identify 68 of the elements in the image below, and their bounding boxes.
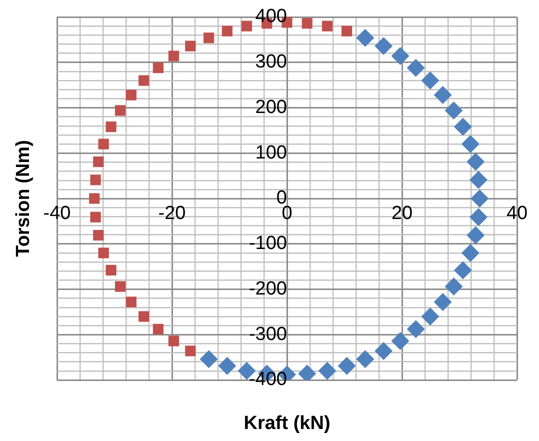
point: [461, 135, 480, 154]
point: [185, 40, 196, 52]
point: [114, 281, 126, 292]
point: [444, 101, 463, 120]
point: [185, 346, 196, 356]
point: [434, 86, 452, 104]
x-tick-label: -20: [158, 203, 186, 224]
point: [93, 230, 104, 241]
point: [93, 156, 104, 168]
y-tick-label: -400: [248, 369, 287, 390]
point: [406, 320, 425, 338]
point: [152, 324, 164, 334]
point: [434, 292, 452, 311]
y-axis-title: Torsion (Nm): [13, 140, 34, 257]
point: [470, 190, 489, 208]
point: [454, 118, 472, 136]
point: [126, 296, 136, 308]
point: [98, 248, 109, 258]
point: [444, 278, 463, 296]
point: [138, 311, 150, 322]
point: [302, 18, 312, 29]
point: [138, 75, 150, 86]
x-axis-title: Kraft (kN): [244, 413, 330, 434]
point: [421, 307, 440, 326]
point: [168, 50, 180, 62]
point: [114, 105, 126, 116]
point: [421, 72, 440, 90]
point: [222, 26, 233, 36]
x-tick-label: 20: [391, 203, 413, 224]
point: [374, 342, 393, 360]
point: [466, 152, 485, 171]
y-tick-label: -100: [248, 233, 287, 254]
point: [466, 226, 485, 244]
point: [241, 20, 252, 32]
point: [168, 336, 180, 346]
point: [374, 37, 393, 56]
y-tick-label: 400: [255, 6, 287, 28]
y-tick-label: -300: [248, 324, 287, 345]
point: [356, 350, 374, 368]
point: [469, 170, 488, 189]
y-tick-label: -200: [248, 278, 287, 300]
point: [356, 28, 374, 47]
point: [200, 350, 218, 368]
y-tick-label: 100: [255, 142, 287, 164]
y-tick-label: 300: [255, 52, 287, 73]
point: [469, 208, 488, 226]
y-tick-label: 200: [255, 96, 287, 118]
point: [318, 362, 336, 380]
point: [218, 356, 236, 375]
x-tick-label: 40: [506, 203, 528, 224]
x-tick-label: -40: [43, 203, 71, 224]
point: [322, 20, 333, 32]
point: [106, 122, 116, 132]
point: [454, 261, 472, 280]
point: [152, 62, 164, 74]
point: [126, 90, 136, 100]
point: [203, 32, 214, 44]
point: [89, 193, 100, 204]
point: [338, 356, 356, 375]
point: [406, 58, 425, 77]
point: [341, 26, 352, 36]
point: [106, 264, 116, 276]
point: [90, 174, 101, 186]
point: [391, 47, 410, 66]
point: [98, 138, 109, 150]
point: [90, 212, 101, 222]
point: [391, 332, 410, 350]
point: [461, 244, 480, 262]
